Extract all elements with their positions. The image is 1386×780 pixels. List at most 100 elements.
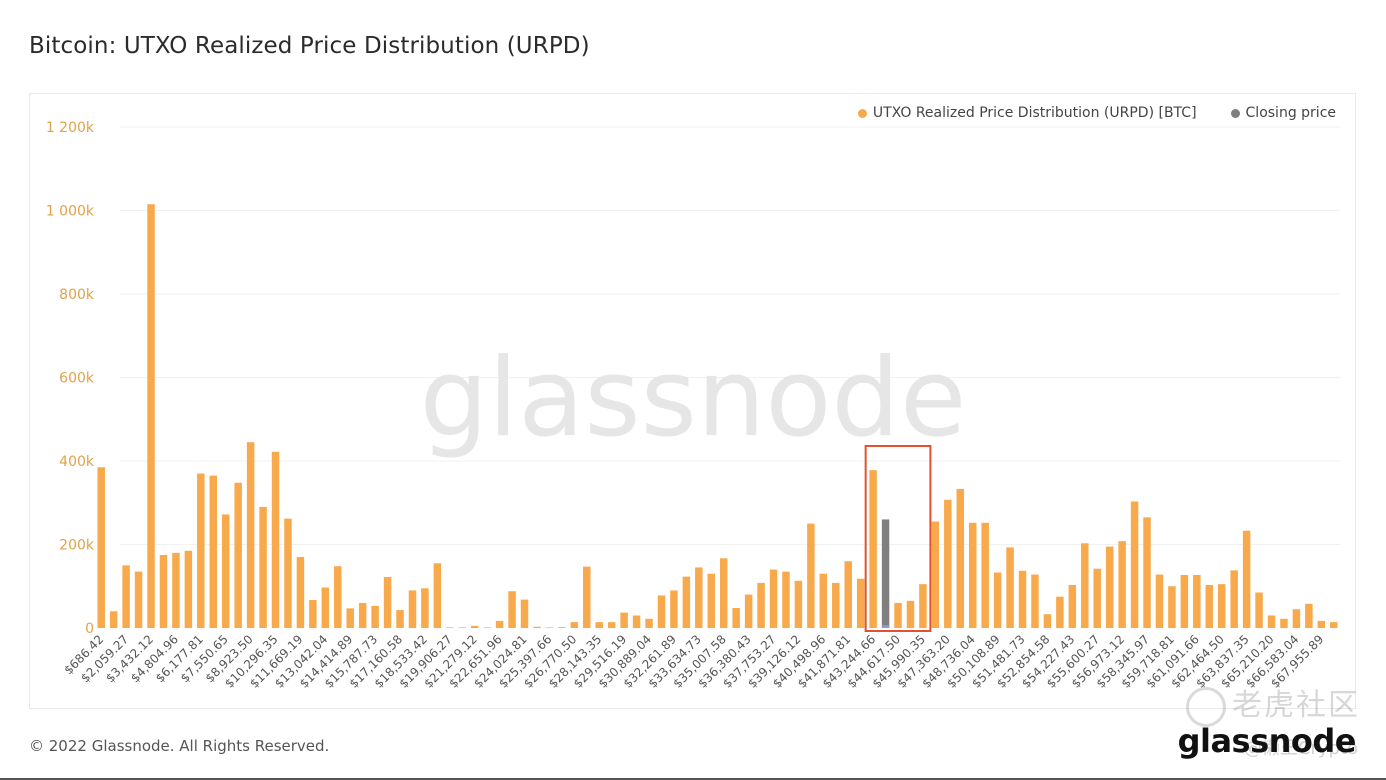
urpd-bar[interactable]: [334, 566, 342, 628]
urpd-bar[interactable]: [383, 577, 392, 628]
urpd-bar[interactable]: [1193, 574, 1201, 628]
urpd-bar[interactable]: [807, 523, 815, 628]
urpd-bar[interactable]: [1230, 570, 1238, 628]
urpd-bar[interactable]: [470, 625, 479, 628]
urpd-bar[interactable]: [919, 584, 927, 628]
urpd-bar[interactable]: [682, 576, 691, 628]
urpd-bar[interactable]: [844, 561, 852, 628]
urpd-bar[interactable]: [1130, 501, 1139, 628]
legend-item-closing-price[interactable]: Closing price: [1230, 105, 1336, 121]
urpd-bar[interactable]: [172, 552, 180, 628]
urpd-bar[interactable]: [1155, 574, 1164, 628]
urpd-bar[interactable]: [1292, 609, 1301, 628]
urpd-bar[interactable]: [1081, 543, 1089, 628]
urpd-bar[interactable]: [769, 569, 778, 628]
urpd-bar[interactable]: [956, 488, 965, 628]
urpd-bar[interactable]: [856, 578, 865, 628]
urpd-bar[interactable]: [1280, 618, 1288, 628]
urpd-bar[interactable]: [744, 594, 753, 628]
urpd-bar[interactable]: [284, 518, 292, 628]
urpd-bar[interactable]: [819, 573, 828, 628]
urpd-bar[interactable]: [197, 473, 205, 628]
urpd-bar[interactable]: [545, 627, 554, 628]
urpd-bar[interactable]: [533, 626, 541, 628]
urpd-bar[interactable]: [968, 522, 977, 628]
urpd-bar[interactable]: [508, 591, 516, 628]
urpd-bar[interactable]: [869, 470, 877, 628]
urpd-bar[interactable]: [645, 618, 653, 628]
urpd-bar[interactable]: [993, 572, 1002, 628]
urpd-bar[interactable]: [832, 582, 840, 628]
urpd-bar[interactable]: [1330, 622, 1338, 628]
urpd-bar[interactable]: [1255, 592, 1263, 628]
urpd-bar[interactable]: [396, 610, 404, 628]
urpd-bar[interactable]: [1317, 620, 1326, 628]
urpd-bar[interactable]: [321, 587, 330, 628]
urpd-bar[interactable]: [259, 506, 267, 628]
urpd-bar[interactable]: [1105, 546, 1114, 628]
urpd-bar[interactable]: [309, 600, 317, 628]
urpd-bar[interactable]: [408, 590, 417, 628]
urpd-bar[interactable]: [931, 521, 940, 628]
closing-price-bar[interactable]: [881, 519, 890, 628]
urpd-bar[interactable]: [1093, 568, 1101, 628]
urpd-bar[interactable]: [483, 627, 491, 628]
urpd-bar[interactable]: [1305, 603, 1313, 628]
urpd-bar[interactable]: [421, 588, 429, 628]
urpd-bar[interactable]: [1006, 547, 1014, 628]
urpd-bar[interactable]: [109, 611, 118, 628]
urpd-bar[interactable]: [782, 571, 790, 628]
urpd-bar[interactable]: [1018, 570, 1027, 628]
urpd-bar[interactable]: [1118, 541, 1126, 628]
urpd-bar[interactable]: [1242, 530, 1251, 628]
urpd-bar[interactable]: [1205, 584, 1214, 628]
urpd-bar[interactable]: [981, 522, 989, 628]
urpd-bar[interactable]: [346, 608, 354, 628]
urpd-bar[interactable]: [719, 558, 728, 628]
urpd-bar[interactable]: [1068, 584, 1077, 628]
urpd-bar[interactable]: [570, 622, 579, 628]
urpd-bar[interactable]: [632, 615, 641, 628]
urpd-bar[interactable]: [221, 514, 230, 628]
urpd-bar[interactable]: [657, 595, 666, 628]
urpd-bar[interactable]: [794, 580, 803, 628]
urpd-bar[interactable]: [159, 554, 168, 628]
urpd-bar[interactable]: [732, 607, 740, 628]
urpd-bar[interactable]: [371, 605, 379, 628]
urpd-bar[interactable]: [894, 602, 902, 628]
urpd-bar[interactable]: [495, 620, 504, 628]
urpd-bar[interactable]: [246, 442, 255, 628]
urpd-bar[interactable]: [595, 622, 603, 628]
legend-item-urpd[interactable]: UTXO Realized Price Distribution (URPD) …: [857, 105, 1197, 121]
urpd-bar[interactable]: [620, 612, 628, 628]
urpd-bar[interactable]: [670, 590, 678, 628]
urpd-bar[interactable]: [695, 567, 703, 628]
urpd-bar[interactable]: [147, 204, 155, 629]
urpd-bar[interactable]: [209, 475, 218, 628]
urpd-bar[interactable]: [446, 627, 454, 628]
urpd-bar[interactable]: [97, 467, 105, 628]
urpd-bar[interactable]: [134, 571, 143, 628]
urpd-bar[interactable]: [906, 600, 915, 628]
urpd-bar[interactable]: [520, 599, 529, 628]
urpd-bar[interactable]: [944, 499, 952, 628]
urpd-bar[interactable]: [1043, 614, 1052, 628]
urpd-bar[interactable]: [433, 563, 442, 628]
urpd-bar[interactable]: [271, 451, 280, 628]
urpd-bar[interactable]: [1217, 584, 1226, 628]
urpd-bar[interactable]: [1031, 574, 1039, 628]
urpd-bar[interactable]: [296, 557, 305, 628]
urpd-bar[interactable]: [1267, 615, 1276, 628]
urpd-bar[interactable]: [583, 566, 591, 628]
urpd-bar[interactable]: [558, 627, 566, 628]
urpd-bar[interactable]: [1056, 596, 1064, 628]
urpd-bar[interactable]: [1143, 517, 1151, 628]
urpd-bar[interactable]: [184, 550, 193, 628]
urpd-bar[interactable]: [358, 602, 367, 628]
urpd-bar[interactable]: [1180, 574, 1189, 628]
urpd-bar[interactable]: [707, 573, 716, 628]
urpd-bar[interactable]: [234, 482, 242, 628]
urpd-bar[interactable]: [458, 627, 467, 628]
urpd-bar[interactable]: [1168, 586, 1176, 628]
urpd-bar[interactable]: [122, 565, 130, 628]
